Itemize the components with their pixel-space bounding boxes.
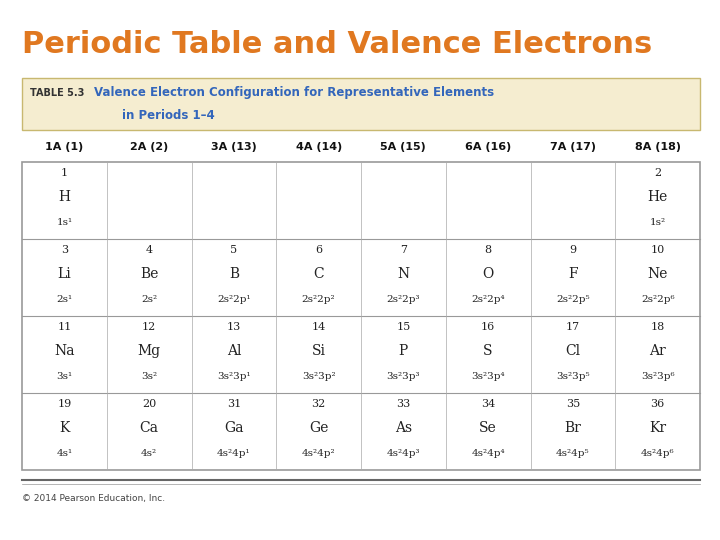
Text: 4s²4p¹: 4s²4p¹ (217, 449, 251, 457)
Bar (22, 78, 700, 130)
Text: 2s²2p²: 2s²2p² (302, 294, 336, 303)
Text: 4s²: 4s² (141, 449, 157, 457)
Text: 3: 3 (60, 245, 68, 255)
Text: Ar: Ar (649, 345, 666, 359)
Text: He: He (647, 191, 667, 205)
Text: 32: 32 (312, 399, 325, 409)
Text: O: O (482, 267, 494, 281)
Text: 8: 8 (485, 245, 492, 255)
Text: 4A (14): 4A (14) (295, 142, 342, 152)
Text: P: P (399, 345, 408, 359)
Text: 2s²2p¹: 2s²2p¹ (217, 294, 251, 303)
Text: Valence Electron Configuration for Representative Elements: Valence Electron Configuration for Repre… (94, 86, 494, 99)
Text: Ne: Ne (647, 267, 668, 281)
Text: 10: 10 (650, 245, 665, 255)
Text: 4s¹: 4s¹ (56, 449, 73, 457)
Text: 1: 1 (60, 168, 68, 178)
Text: 3s²3p⁴: 3s²3p⁴ (472, 372, 505, 381)
Text: 2s²2p⁴: 2s²2p⁴ (472, 294, 505, 303)
Text: 2: 2 (654, 168, 661, 178)
Text: 17: 17 (566, 322, 580, 332)
Text: Ge: Ge (309, 421, 328, 435)
Text: 6A (16): 6A (16) (465, 142, 511, 152)
Text: Cl: Cl (565, 345, 580, 359)
Text: TABLE 5.3: TABLE 5.3 (30, 87, 84, 98)
Text: 8A (18): 8A (18) (634, 142, 680, 152)
Text: 2s²: 2s² (141, 294, 157, 303)
Text: 15: 15 (396, 322, 410, 332)
Text: 4s²4p³: 4s²4p³ (387, 449, 420, 457)
Text: F: F (568, 267, 577, 281)
Text: 11: 11 (58, 322, 71, 332)
Text: 18: 18 (650, 322, 665, 332)
Text: 1A (1): 1A (1) (45, 142, 84, 152)
Text: 34: 34 (481, 399, 495, 409)
Text: 4: 4 (145, 245, 153, 255)
Text: 3s²3p⁶: 3s²3p⁶ (641, 372, 675, 381)
Text: B: B (229, 267, 239, 281)
Text: 20: 20 (142, 399, 156, 409)
Text: 12: 12 (142, 322, 156, 332)
Text: 35: 35 (566, 399, 580, 409)
Text: in Periods 1–4: in Periods 1–4 (122, 109, 215, 122)
Text: © 2014 Pearson Education, Inc.: © 2014 Pearson Education, Inc. (22, 494, 165, 503)
Text: 3s¹: 3s¹ (56, 372, 73, 381)
Text: 16: 16 (481, 322, 495, 332)
Text: 3s²3p⁵: 3s²3p⁵ (556, 372, 590, 381)
Text: H: H (58, 191, 71, 205)
Text: 4s²4p⁵: 4s²4p⁵ (556, 449, 590, 457)
Text: Periodic Table and Valence Electrons: Periodic Table and Valence Electrons (22, 30, 652, 59)
Text: 7: 7 (400, 245, 407, 255)
Text: 5A (15): 5A (15) (380, 142, 426, 152)
Text: Ca: Ca (140, 421, 158, 435)
Text: N: N (397, 267, 410, 281)
Text: Al: Al (227, 345, 241, 359)
Text: 2s¹: 2s¹ (56, 294, 73, 303)
Text: Si: Si (312, 345, 325, 359)
Text: Be: Be (140, 267, 158, 281)
Text: 3s²: 3s² (141, 372, 157, 381)
Text: 7A (17): 7A (17) (550, 142, 596, 152)
Text: 19: 19 (58, 399, 71, 409)
Text: Kr: Kr (649, 421, 666, 435)
Text: 36: 36 (650, 399, 665, 409)
Text: 3A (13): 3A (13) (211, 142, 257, 152)
Text: 3s²3p¹: 3s²3p¹ (217, 372, 251, 381)
Text: 5: 5 (230, 245, 238, 255)
Text: Li: Li (58, 267, 71, 281)
Text: 1s¹: 1s¹ (56, 218, 73, 227)
Text: S: S (483, 345, 493, 359)
Text: 3s²3p³: 3s²3p³ (387, 372, 420, 381)
Text: Ga: Ga (224, 421, 243, 435)
Text: Mg: Mg (138, 345, 161, 359)
Bar (22, 162, 700, 470)
Text: Se: Se (480, 421, 497, 435)
Text: 33: 33 (396, 399, 410, 409)
Text: 14: 14 (312, 322, 325, 332)
Text: 1s²: 1s² (649, 218, 666, 227)
Text: 2s²2p⁶: 2s²2p⁶ (641, 294, 675, 303)
Text: 31: 31 (227, 399, 241, 409)
Text: C: C (313, 267, 324, 281)
Text: K: K (59, 421, 70, 435)
Text: 2s²2p⁵: 2s²2p⁵ (556, 294, 590, 303)
Text: 9: 9 (570, 245, 577, 255)
Text: 2s²2p³: 2s²2p³ (387, 294, 420, 303)
Text: 3s²3p²: 3s²3p² (302, 372, 336, 381)
Text: 6: 6 (315, 245, 322, 255)
Text: Br: Br (564, 421, 581, 435)
Text: 13: 13 (227, 322, 241, 332)
Text: 2A (2): 2A (2) (130, 142, 168, 152)
Text: 4s²4p²: 4s²4p² (302, 449, 336, 457)
Text: As: As (395, 421, 412, 435)
Text: 4s²4p⁶: 4s²4p⁶ (641, 449, 675, 457)
Text: Na: Na (54, 345, 75, 359)
Text: 4s²4p⁴: 4s²4p⁴ (472, 449, 505, 457)
